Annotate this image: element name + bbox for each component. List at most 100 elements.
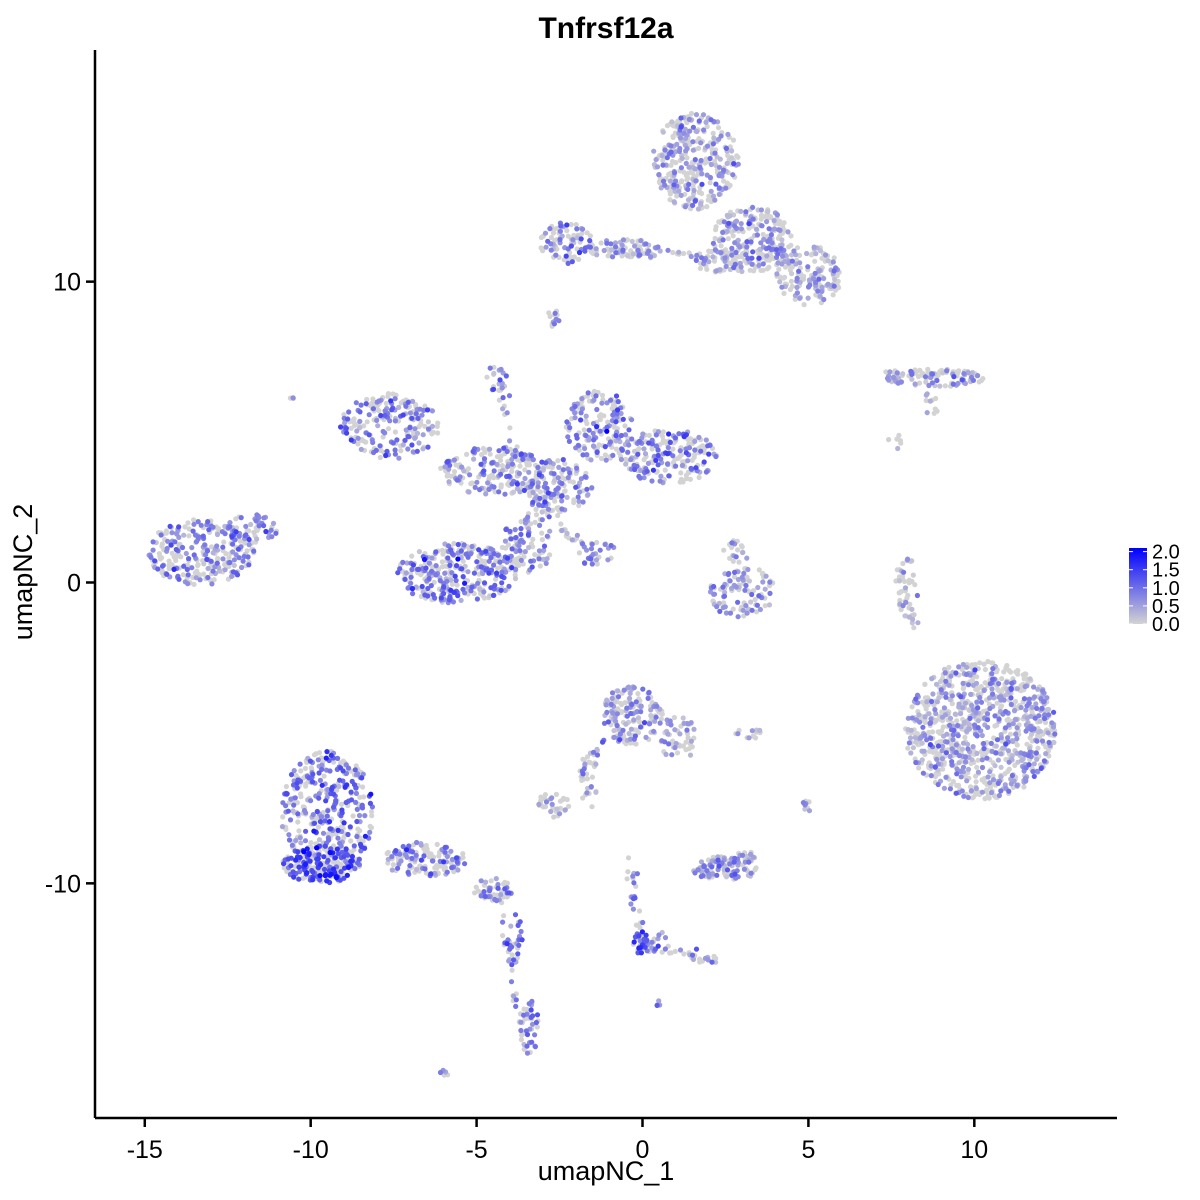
umap-cell-point [241, 553, 247, 560]
umap-cell-point [628, 456, 634, 463]
umap-cell-point [630, 896, 637, 902]
umap-cell-point [767, 590, 773, 597]
umap-cell-point [385, 426, 392, 432]
umap-cell-point [327, 768, 333, 774]
umap-cell-point [536, 556, 542, 562]
umap-cell-point [556, 464, 562, 470]
umap-cell-point [953, 790, 959, 796]
umap-cell-point [229, 573, 235, 580]
umap-cell-point [713, 268, 719, 274]
umap-cell-point [648, 707, 654, 713]
umap-cell-point [394, 437, 400, 443]
umap-cell-point [685, 458, 691, 464]
umap-cell-point [794, 284, 800, 290]
umap-cell-point [576, 502, 582, 509]
umap-cell-point [673, 160, 679, 166]
umap-cell-point [407, 863, 413, 869]
umap-cell-point [231, 557, 237, 563]
umap-cell-point [184, 566, 190, 573]
umap-cell-point [214, 560, 220, 566]
umap-cell-point [688, 738, 695, 744]
umap-cell-point [730, 137, 737, 143]
umap-cell-point [501, 913, 507, 919]
umap-cell-point [712, 197, 718, 203]
umap-cell-point [947, 715, 954, 721]
umap-cell-point [539, 530, 545, 536]
umap-cell-point [654, 1002, 660, 1009]
umap-cell-point [604, 697, 610, 703]
umap-cell-point [760, 579, 766, 585]
umap-cell-point [690, 124, 697, 130]
umap-cell-point [461, 468, 467, 474]
umap-cell-point [356, 856, 362, 862]
umap-cell-point [286, 837, 293, 843]
umap-cell-point [430, 429, 436, 435]
umap-cell-point [573, 484, 579, 490]
umap-cell-point [736, 559, 742, 565]
umap-cell-point [636, 908, 643, 914]
umap-cell-point [354, 833, 360, 840]
umap-cell-point [295, 819, 301, 825]
umap-cell-point [684, 155, 690, 161]
umap-cell-point [708, 161, 714, 168]
umap-cell-point [518, 1019, 524, 1025]
umap-cell-point [727, 610, 734, 616]
umap-cell-point [510, 489, 517, 495]
umap-cell-point [620, 247, 626, 253]
umap-cell-point [251, 529, 257, 535]
umap-cell-point [338, 801, 345, 807]
umap-cell-point [469, 543, 475, 550]
umap-cell-point [780, 253, 786, 259]
umap-cell-point [355, 441, 361, 447]
umap-cell-point [668, 162, 674, 168]
umap-cell-point [498, 892, 504, 898]
umap-cell-point [510, 993, 517, 999]
umap-cell-point [915, 620, 921, 626]
umap-cell-point [758, 240, 764, 246]
umap-cell-point [944, 739, 950, 745]
umap-cell-point [405, 399, 411, 405]
umap-cell-point [769, 240, 775, 246]
umap-cell-point [353, 799, 359, 806]
umap-cell-point [711, 591, 718, 597]
umap-cell-point [678, 192, 684, 198]
umap-cell-point [659, 433, 666, 439]
umap-cell-point [750, 249, 756, 255]
umap-cell-point [716, 863, 722, 869]
umap-cell-point [750, 216, 756, 222]
umap-cell-point [954, 771, 960, 777]
umap-cell-point [831, 268, 837, 274]
umap-cell-point [929, 676, 935, 682]
umap-cell-point [421, 407, 427, 413]
umap-cell-point [293, 772, 299, 779]
umap-cell-point [244, 528, 250, 534]
umap-cell-point [423, 842, 429, 849]
umap-cell-point [353, 763, 359, 769]
umap-cell-point [724, 180, 730, 186]
umap-cell-point [414, 430, 421, 436]
umap-cell-point [407, 410, 413, 416]
umap-cell-point [587, 244, 594, 250]
umap-cell-point [542, 792, 549, 798]
umap-cell-point [340, 758, 346, 764]
umap-cell-point [314, 815, 320, 821]
umap-cell-point [335, 851, 341, 857]
umap-cell-point [700, 443, 706, 449]
umap-cell-point [676, 431, 682, 437]
umap-cell-point [437, 862, 444, 869]
umap-cell-point [633, 741, 639, 747]
umap-cell-point [667, 188, 673, 194]
umap-cell-point [975, 769, 982, 775]
umap-cell-point [767, 579, 773, 585]
umap-cell-point [166, 562, 172, 569]
umap-cell-point [488, 878, 494, 884]
umap-cell-point [572, 410, 578, 416]
umap-cell-point [614, 711, 621, 717]
umap-cell-point [368, 825, 374, 831]
umap-cell-point [500, 933, 506, 939]
umap-cell-point [551, 471, 557, 477]
umap-cell-point [479, 452, 485, 458]
umap-cell-point [965, 741, 971, 747]
umap-cell-point [909, 376, 915, 382]
umap-cell-point [675, 118, 681, 124]
